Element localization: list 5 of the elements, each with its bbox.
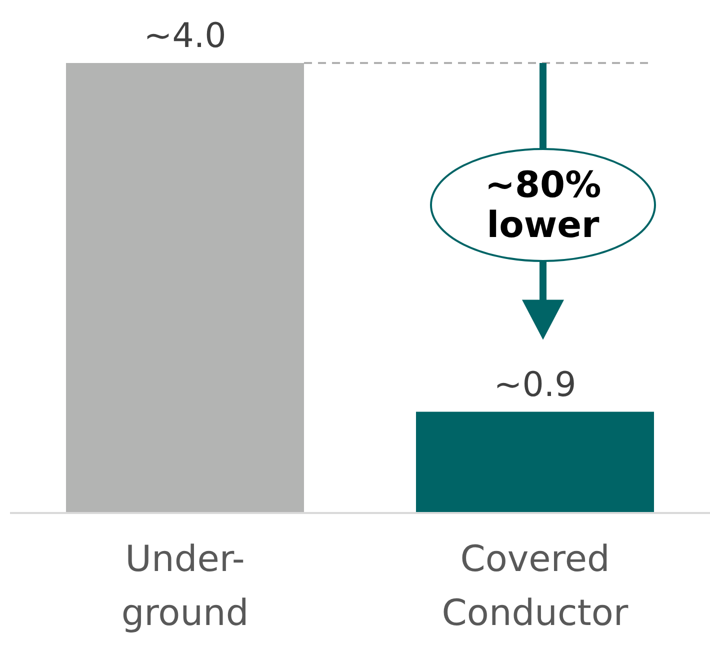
annotation: ~80% lower bbox=[484, 165, 602, 246]
data-label: ~0.9 bbox=[494, 364, 576, 405]
x-tick-label: Under- ground bbox=[121, 539, 249, 634]
data-label: ~4.0 bbox=[144, 16, 226, 56]
x-tick-label: Covered Conductor bbox=[442, 539, 628, 634]
